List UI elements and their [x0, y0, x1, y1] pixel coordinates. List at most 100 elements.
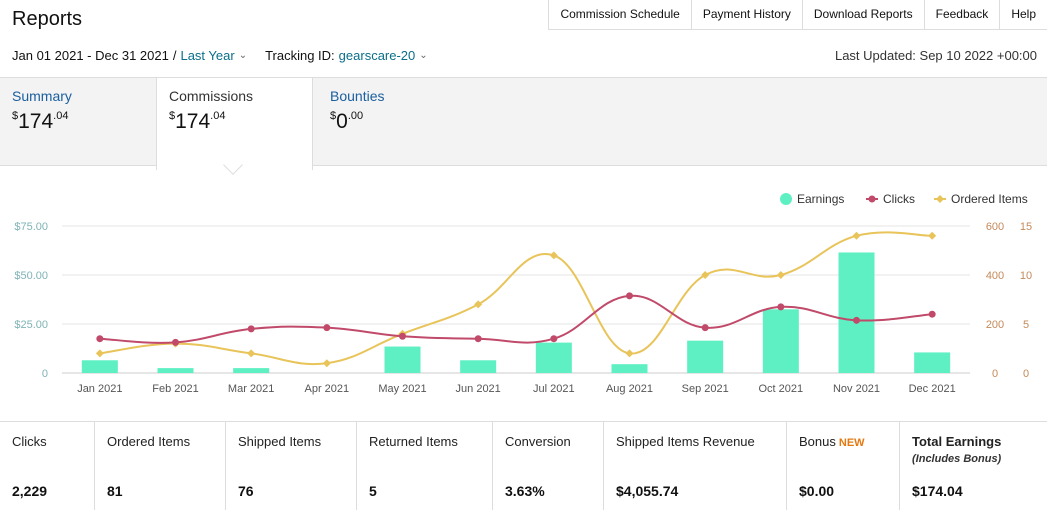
clicks-point	[96, 335, 104, 343]
right-axis-tick-clicks: 200	[986, 319, 1004, 331]
left-axis-tick: $50.00	[14, 270, 48, 282]
tracking-label: Tracking ID:	[265, 48, 335, 63]
tab-value: $0.00	[330, 110, 364, 133]
filter-bar: Jan 01 2021 - Dec 31 2021 / Last Year ⌄ …	[12, 48, 428, 63]
stat-total-earnings: Total Earnings (Includes Bonus) $174.04	[912, 434, 1002, 499]
clicks-point	[853, 316, 860, 324]
stat-returned-items: Returned Items 5	[357, 422, 493, 510]
x-axis-tick: Feb 2021	[152, 383, 198, 395]
clicks-point	[701, 324, 709, 332]
page-title: Reports	[12, 8, 83, 30]
legend-clicks-label: Clicks	[883, 192, 915, 206]
chevron-down-icon[interactable]: ⌄	[419, 50, 428, 61]
ordered-items-line	[99, 231, 933, 366]
x-axis-tick: May 2021	[378, 383, 426, 395]
earnings-bar	[611, 364, 648, 373]
tab-label: Commissions	[169, 88, 254, 104]
ordered-items-point	[322, 359, 331, 368]
ordered-items-point	[95, 349, 104, 358]
stats-bar: Clicks 2,229 Ordered Items 81 Shipped It…	[0, 421, 1047, 510]
x-axis-tick: Sep 2021	[682, 383, 729, 395]
tab-label: Summary	[12, 88, 72, 104]
clicks-point	[247, 325, 255, 333]
clicks-point	[777, 303, 785, 311]
legend-earnings-icon	[780, 193, 792, 205]
right-axis-tick-clicks: 400	[986, 270, 1004, 282]
download-reports-link[interactable]: Download Reports	[801, 0, 924, 30]
tab-label: Bounties	[330, 88, 385, 104]
right-axis-tick-items: 0	[1023, 368, 1029, 380]
date-range: Jan 01 2021 - Dec 31 2021	[12, 48, 169, 63]
clicks-point	[928, 310, 936, 318]
earnings-bar	[81, 360, 118, 373]
right-axis-tick-items: 5	[1023, 319, 1029, 331]
earnings-bar	[687, 340, 724, 373]
earnings-bar	[384, 346, 421, 373]
earnings-bar	[460, 360, 497, 373]
help-link[interactable]: Help	[999, 0, 1047, 30]
clicks-point	[474, 335, 482, 343]
payment-history-link[interactable]: Payment History	[690, 0, 802, 30]
date-separator: /	[172, 48, 177, 63]
earnings-bar	[838, 252, 875, 373]
chart-svg: 0 $25.00 $50.00 $75.00 0 200 400 600 0 5 10 15 Jan 2…	[14, 192, 1032, 395]
x-axis-tick: Jun 2021	[456, 383, 501, 395]
left-axis-tick: $75.00	[14, 221, 48, 233]
chevron-down-icon[interactable]: ⌄	[238, 50, 248, 61]
left-axis-tick: $25.00	[14, 319, 48, 331]
x-axis-tick: Oct 2021	[759, 383, 804, 395]
ordered-items-point	[247, 349, 256, 358]
x-axis-tick: Jan 2021	[77, 383, 122, 395]
date-preset-dropdown[interactable]: Last Year	[180, 48, 235, 63]
x-axis-tick: Jul 2021	[533, 383, 575, 395]
clicks-point	[323, 324, 331, 332]
clicks-point	[399, 332, 406, 340]
stat-shipped-revenue: Shipped Items Revenue $4,055.74	[604, 422, 787, 510]
tab-commissions[interactable]: Commissions $174.04	[156, 78, 313, 170]
legend-clicks-icon	[868, 195, 876, 203]
tab-summary[interactable]: Summary $174.04	[0, 78, 156, 166]
tab-value: $174.04	[169, 110, 226, 133]
stat-clicks: Clicks 2,229	[0, 422, 95, 510]
clicks-line	[99, 294, 933, 344]
ordered-items-point	[776, 271, 785, 279]
commission-schedule-link[interactable]: Commission Schedule	[548, 0, 690, 30]
tracking-id-dropdown[interactable]: gearscare-20	[338, 48, 416, 63]
stat-shipped-items: Shipped Items 76	[226, 422, 357, 510]
ordered-items-point	[625, 349, 634, 358]
tab-bounties[interactable]: Bounties $0.00	[318, 78, 474, 166]
clicks-point	[550, 335, 558, 343]
top-nav: Commission Schedule Payment History Down…	[548, 0, 1047, 30]
earnings-bar	[157, 368, 194, 373]
legend-earnings-label: Earnings	[797, 192, 844, 206]
earnings-bar	[762, 309, 799, 373]
ordered-items-point	[928, 231, 937, 240]
earnings-bar	[914, 352, 951, 373]
x-axis-tick: Nov 2021	[833, 383, 880, 395]
tab-value: $174.04	[12, 110, 69, 133]
ordered-items-point	[474, 300, 483, 309]
legend-ordered-items-icon	[936, 195, 944, 203]
report-tabs: Summary $174.04 Commissions $174.04 Boun…	[0, 77, 1047, 170]
last-updated: Last Updated: Sep 10 2022 +00:00	[834, 48, 1037, 63]
legend-ordered-items-label: Ordered Items	[951, 192, 1028, 206]
stat-bonus: Bonus NEW $0.00	[787, 422, 900, 510]
x-axis-tick: Aug 2021	[606, 383, 653, 395]
new-badge: NEW	[838, 437, 865, 449]
right-axis-tick-items: 15	[1020, 221, 1032, 233]
right-axis-tick-items: 10	[1020, 270, 1032, 282]
stat-ordered-items: Ordered Items 81	[95, 422, 226, 510]
feedback-link[interactable]: Feedback	[923, 0, 1000, 30]
earnings-bar	[233, 368, 270, 373]
x-axis-tick: Dec 2021	[909, 383, 956, 395]
right-axis-tick-clicks: 0	[992, 368, 998, 380]
earnings-chart: 0 $25.00 $50.00 $75.00 0 200 400 600 0 5 10 15 Jan 2…	[0, 180, 1047, 410]
clicks-point	[172, 338, 179, 346]
ordered-items-point	[549, 251, 558, 260]
ordered-items-point	[701, 271, 710, 279]
x-axis-tick: Mar 2021	[228, 383, 274, 395]
stat-conversion: Conversion 3.63%	[493, 422, 604, 510]
clicks-point	[626, 292, 633, 300]
ordered-items-point	[852, 231, 861, 240]
earnings-bar	[535, 342, 572, 373]
